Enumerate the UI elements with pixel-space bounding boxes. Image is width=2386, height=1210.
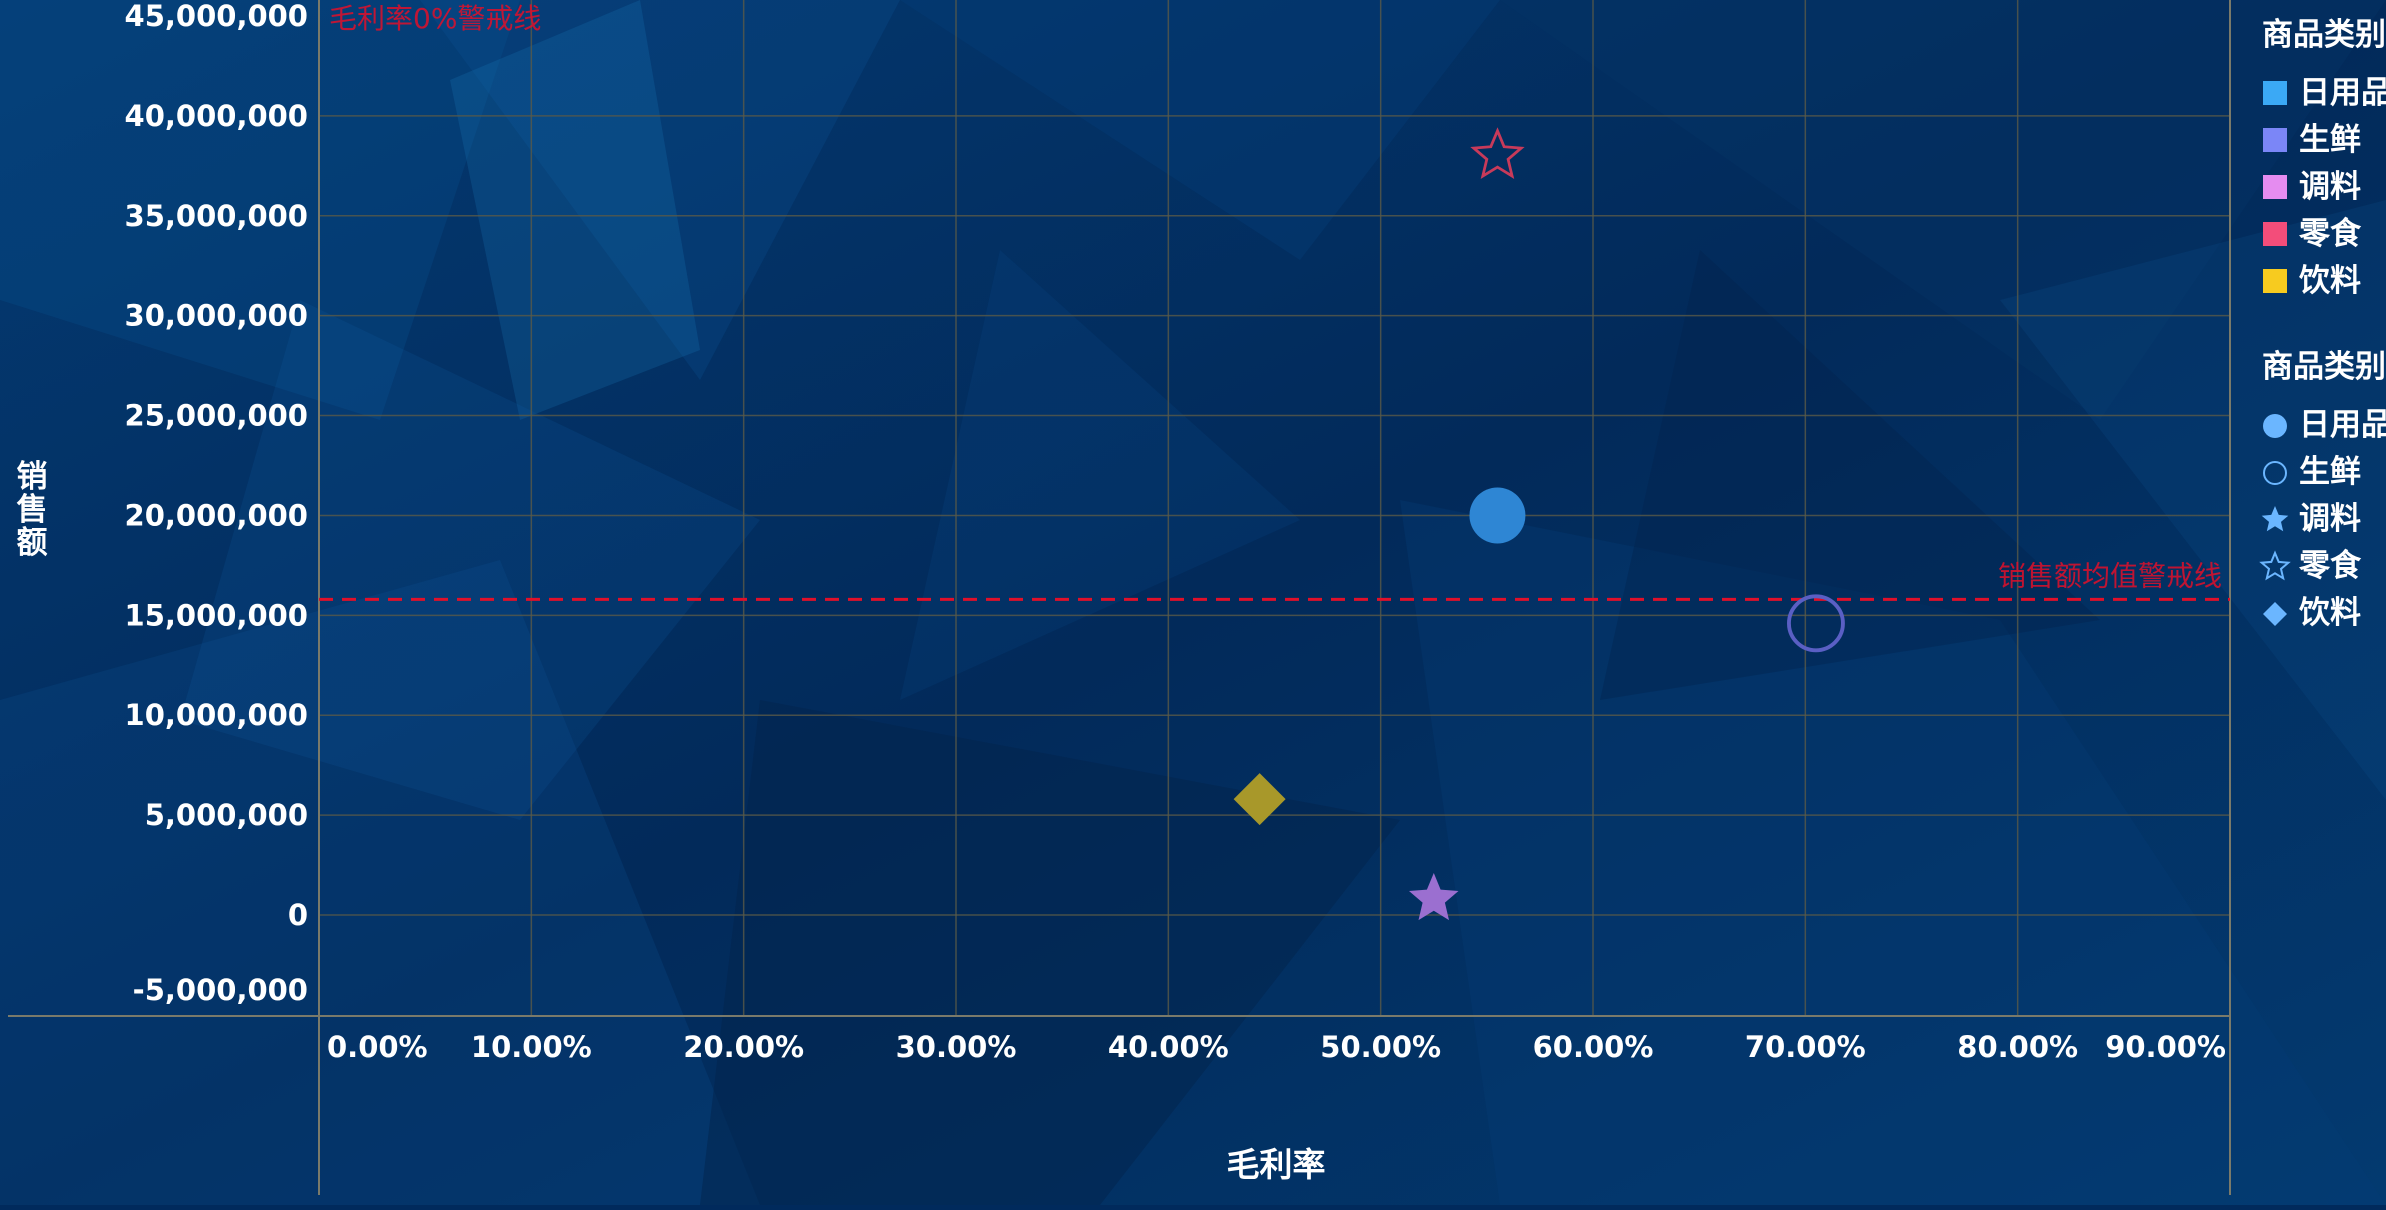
- x-axis-label: 毛利率: [1227, 1145, 1326, 1184]
- axes: [8, 0, 2231, 1195]
- mean-warning-label: 销售额均值警戒线: [1998, 559, 2222, 592]
- y-axis-label-char: 额: [17, 525, 48, 561]
- y-tick-label: 0: [288, 898, 308, 932]
- color-legend-swatch[interactable]: [2263, 81, 2287, 105]
- background-polygon-3: [900, 0, 1500, 260]
- x-tick-label: 40.00%: [1108, 1030, 1229, 1064]
- x-tick-label: 20.00%: [683, 1030, 804, 1064]
- x-axis-ticks: 0.00% 10.00% 20.00% 30.00% 40.00% 50.00% 60.00…: [327, 1030, 2226, 1064]
- shape-legend-label[interactable]: 零食: [2299, 548, 2362, 584]
- shape-legend-label[interactable]: 日用品: [2299, 407, 2386, 443]
- y-tick-label: 25,000,000: [125, 399, 308, 433]
- data-point-4: [1233, 773, 1286, 826]
- x-tick-label: 50.00%: [1320, 1030, 1441, 1064]
- y-tick-label: 40,000,000: [125, 99, 308, 133]
- y-axis-ticks: 45,000,000 40,000,000 35,000,000 30,000,000…: [125, 0, 308, 1007]
- data-point-3: [1470, 127, 1525, 180]
- color-legend-label[interactable]: 日用品: [2299, 75, 2386, 111]
- color-legend-label[interactable]: 生鲜: [2299, 122, 2361, 158]
- shape-legend-label[interactable]: 生鲜: [2299, 454, 2361, 490]
- background-polygon-1: [420, 0, 900, 380]
- y-tick-label: 10,000,000: [125, 698, 308, 732]
- x-tick-label: 10.00%: [471, 1030, 592, 1064]
- y-tick-label: 15,000,000: [125, 598, 308, 632]
- background-polygon-5: [0, 560, 760, 1205]
- data-points: [1233, 127, 1845, 921]
- color-legend-label[interactable]: 饮料: [2298, 263, 2361, 299]
- data-point-0: [1469, 487, 1526, 544]
- x-tick-label: 90.00%: [2105, 1030, 2226, 1064]
- color-legend-swatch[interactable]: [2263, 222, 2287, 246]
- background-polygon-6: [700, 700, 1400, 1205]
- color-legend-swatch[interactable]: [2263, 175, 2287, 199]
- grid-lines: [319, 0, 2230, 1016]
- margin-warning-label: 毛利率0%警戒线: [329, 2, 541, 35]
- shape-legend-marker: [2261, 506, 2289, 532]
- color-legend-swatch[interactable]: [2263, 128, 2287, 152]
- x-tick-label: 80.00%: [1957, 1030, 2078, 1064]
- y-tick-label: -5,000,000: [133, 973, 308, 1007]
- y-axis-label-char: 销: [17, 459, 48, 495]
- color-legend-label[interactable]: 调料: [2299, 169, 2361, 205]
- color-legend-swatch[interactable]: [2263, 269, 2287, 293]
- x-tick-label: 0.00%: [327, 1030, 428, 1064]
- background-polygon-10: [900, 250, 1300, 700]
- data-point-1: [1787, 594, 1845, 653]
- shape-legend-label[interactable]: 调料: [2299, 501, 2361, 537]
- background-polygon-7: [1400, 500, 2386, 1205]
- data-point-2: [1409, 873, 1459, 921]
- annotations: 销售额均值警戒线 毛利率0%警戒线: [319, 2, 2230, 601]
- y-tick-label: 30,000,000: [125, 299, 308, 333]
- y-tick-label: 35,000,000: [125, 199, 308, 233]
- shape-legend-marker: [2263, 414, 2287, 438]
- background-polygon-8: [2000, 200, 2386, 800]
- y-tick-label: 20,000,000: [125, 498, 308, 532]
- background-polygon-9: [180, 300, 760, 820]
- y-tick-label: 5,000,000: [145, 798, 308, 832]
- background-polygon-11: [1600, 250, 2100, 700]
- color-legend-title: 商品类别: [2262, 17, 2386, 53]
- color-legend-label[interactable]: 零食: [2299, 216, 2362, 252]
- x-tick-label: 70.00%: [1745, 1030, 1866, 1064]
- shape-legend-marker: [2263, 602, 2287, 626]
- x-tick-label: 30.00%: [896, 1030, 1017, 1064]
- x-tick-label: 60.00%: [1533, 1030, 1654, 1064]
- shape-legend-marker: [2259, 550, 2291, 581]
- y-axis-label: 销售额: [17, 459, 48, 561]
- y-axis-label-char: 售: [17, 492, 48, 528]
- shape-legend-marker: [2263, 461, 2287, 485]
- shape-legend-title: 商品类别: [2262, 349, 2386, 385]
- y-tick-label: 45,000,000: [125, 0, 308, 33]
- shape-legend-label[interactable]: 饮料: [2298, 595, 2361, 631]
